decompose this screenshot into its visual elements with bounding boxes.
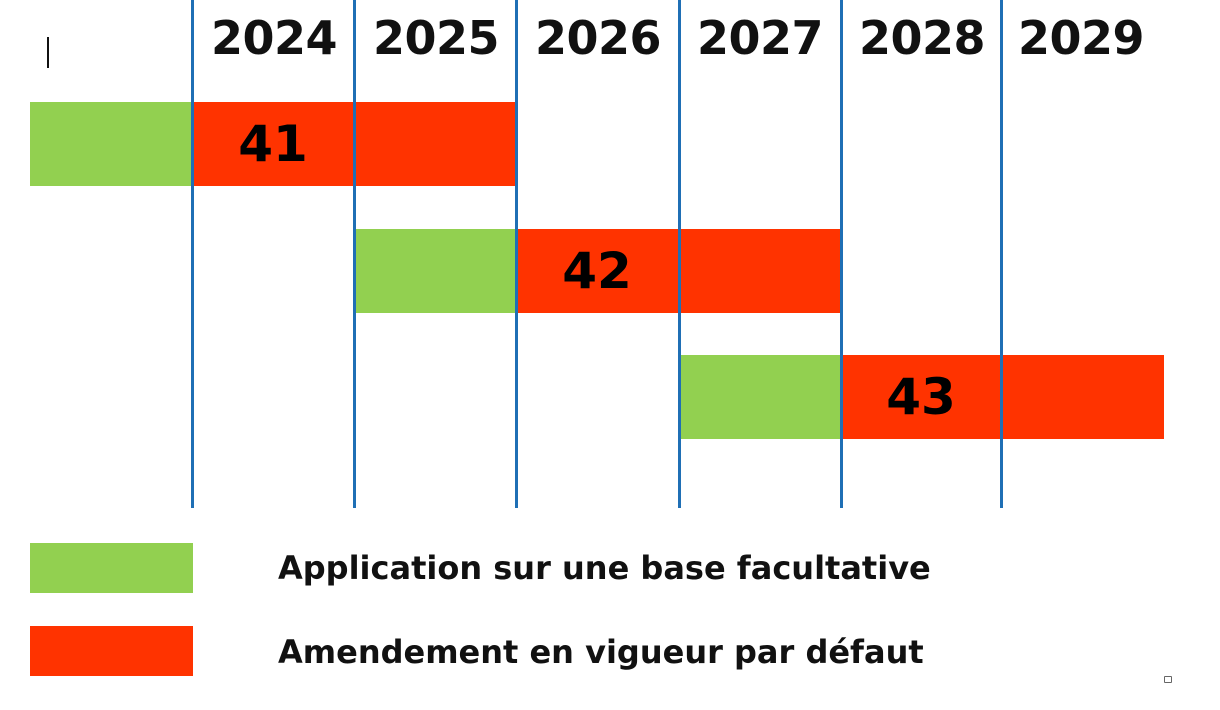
year-gridline <box>515 0 518 508</box>
year-gridline <box>678 0 681 508</box>
text-cursor <box>47 37 49 68</box>
amendment-label: 42 <box>562 242 632 300</box>
year-gridline <box>1000 0 1003 508</box>
year-label: 2025 <box>372 11 500 65</box>
optional-bar <box>354 229 516 313</box>
year-gridline <box>840 0 843 508</box>
year-gridline <box>353 0 356 508</box>
amendment-label: 41 <box>238 115 308 173</box>
optional-bar <box>678 355 840 439</box>
year-label: 2024 <box>210 11 338 65</box>
year-label: 2028 <box>858 11 986 65</box>
year-gridline <box>191 0 194 508</box>
year-label: 2026 <box>534 11 662 65</box>
legend-swatch-optional <box>30 543 193 593</box>
year-label: 2029 <box>1017 11 1145 65</box>
amendment-label: 43 <box>886 368 956 426</box>
legend-label-default: Amendement en vigueur par défaut <box>278 633 924 671</box>
legend-swatch-default <box>30 626 193 676</box>
resize-handle-icon[interactable] <box>1164 676 1172 683</box>
legend-label-optional: Application sur une base facultative <box>278 549 931 587</box>
year-label: 2027 <box>696 11 824 65</box>
optional-bar <box>30 102 192 186</box>
